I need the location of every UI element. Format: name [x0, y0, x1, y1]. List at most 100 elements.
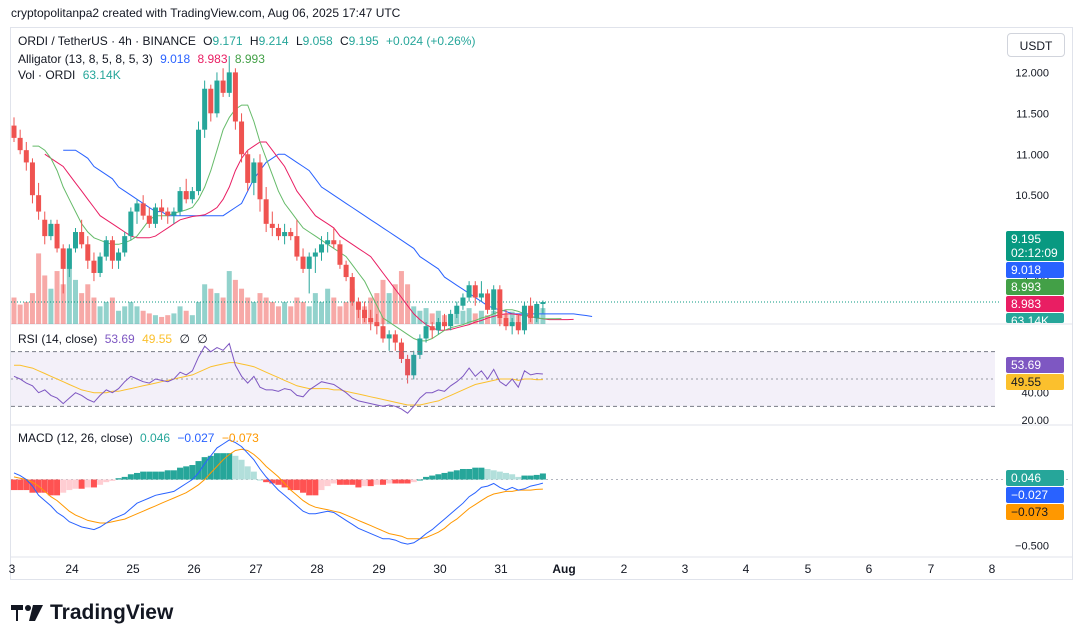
macd-histogram-bar — [435, 474, 442, 480]
macd-histogram-bar — [312, 479, 319, 496]
candle-body — [208, 88, 214, 114]
volume-bar — [429, 313, 435, 324]
macd-legend[interactable]: MACD (12, 26, close) 0.046 −0.027 −0.073 — [18, 431, 263, 445]
volume-bar — [251, 301, 257, 324]
candle-body — [245, 154, 251, 183]
macd-histogram-bar — [60, 479, 67, 493]
volume-bar — [109, 297, 115, 324]
volume-bar — [97, 306, 103, 324]
bar-countdown: 02:12:09 — [1011, 246, 1058, 260]
macd-histogram-bar — [293, 479, 300, 491]
volume-bar — [189, 315, 195, 324]
candle-body — [177, 191, 183, 212]
macd-histogram-bar — [392, 479, 399, 484]
macd-histogram-bar — [410, 479, 417, 483]
teeth-tag: 8.983 — [1006, 296, 1064, 312]
candle-body — [189, 191, 195, 200]
macd-line-tag: −0.027 — [1006, 487, 1064, 503]
volume-bar — [85, 284, 91, 324]
volume-bar — [214, 293, 220, 324]
alligator-legend[interactable]: Alligator (13, 8, 5, 8, 5, 3) 9.018 8.98… — [18, 52, 269, 66]
macd-histogram-bar — [539, 473, 546, 480]
close-label: C — [340, 34, 349, 48]
candle-body — [319, 244, 324, 253]
volume-bar — [196, 301, 201, 324]
alligator-label: Alligator (13, 8, 5, 8, 5, 3) — [18, 52, 153, 66]
volume-bar — [349, 288, 355, 324]
volume-bar — [509, 311, 515, 324]
macd-histogram-bar — [244, 466, 251, 480]
candle-body — [454, 305, 460, 314]
candle-body — [196, 129, 201, 192]
macd-histogram-bar — [349, 479, 356, 485]
candle-body — [17, 137, 23, 151]
candle-body — [128, 211, 134, 237]
candle-body — [368, 318, 374, 323]
rsi-axis-tick: 40.00 — [1021, 388, 1049, 400]
macd-histogram-bar — [484, 468, 491, 480]
volume-label: Vol · ORDI — [18, 68, 76, 82]
rsi-legend[interactable]: RSI (14, close) 53.69 49.55 ∅ ∅ — [18, 332, 212, 346]
volume-bar — [220, 297, 226, 324]
macd-histogram-bar — [503, 472, 509, 480]
macd-histogram-bar — [250, 471, 257, 480]
candle-body — [528, 305, 534, 318]
candle-body — [66, 248, 72, 269]
candle-body — [214, 80, 220, 114]
candle-body — [152, 207, 158, 224]
macd-histogram-bar — [201, 457, 208, 480]
change-value: +0.024 (+0.26%) — [386, 34, 476, 48]
candle-body — [79, 232, 85, 245]
candle-body — [97, 256, 103, 273]
macd-histogram-bar — [459, 468, 466, 480]
symbol-label[interactable]: ORDI / TetherUS · 4h · BINANCE — [18, 34, 196, 48]
macd-histogram-bar — [127, 474, 134, 480]
macd-histogram-bar — [336, 479, 343, 485]
lips-tag: 8.993 — [1006, 279, 1064, 295]
candle-body — [423, 326, 429, 339]
macd-histogram-bar — [23, 479, 30, 491]
candle-body — [165, 211, 171, 216]
candle-body — [220, 80, 226, 93]
macd-hist-value: 0.046 — [140, 431, 171, 445]
volume-bar — [79, 293, 85, 324]
macd-histogram-bar — [300, 479, 307, 493]
macd-histogram-bar — [177, 467, 184, 480]
candle-body — [343, 264, 349, 278]
candle-body — [183, 191, 189, 200]
candle-body — [460, 297, 466, 306]
price-axis-tick: 10.500 — [1015, 190, 1049, 202]
rsi-axis-tick: 20.00 — [1021, 415, 1049, 427]
volume-bar — [165, 315, 171, 324]
candle-body — [325, 240, 331, 245]
tradingview-logo[interactable]: TradingView — [11, 601, 173, 625]
macd-histogram-bar — [17, 479, 24, 491]
macd-signal-tag: −0.073 — [1006, 504, 1064, 520]
high-label: H — [249, 34, 259, 48]
volume-bar — [343, 301, 349, 324]
volume-bar — [478, 310, 484, 324]
macd-histogram-bar — [134, 472, 140, 480]
candle-body — [54, 223, 60, 249]
candle-body — [294, 236, 300, 257]
macd-histogram-bar — [78, 479, 85, 489]
macd-histogram-bar — [521, 475, 528, 480]
candle-body — [509, 322, 515, 327]
candle-body — [109, 240, 115, 261]
volume-bar — [152, 315, 158, 324]
volume-legend[interactable]: Vol · ORDI 63.14K — [18, 68, 125, 82]
candle-body — [312, 252, 318, 257]
candle-body — [159, 207, 165, 212]
time-axis-tick: 27 — [249, 562, 263, 576]
volume-bar — [386, 293, 392, 324]
volume-bar — [91, 297, 97, 324]
currency-button[interactable]: USDT — [1007, 33, 1065, 57]
volume-bar — [36, 253, 42, 324]
macd-hist-tag: 0.046 — [1006, 470, 1064, 486]
macd-histogram-bar — [189, 465, 196, 480]
rsi-ma-tag: 49.55 — [1006, 374, 1064, 390]
candle-body — [515, 322, 521, 331]
macd-histogram-bar — [287, 479, 294, 491]
open-value: 9.171 — [212, 34, 243, 48]
